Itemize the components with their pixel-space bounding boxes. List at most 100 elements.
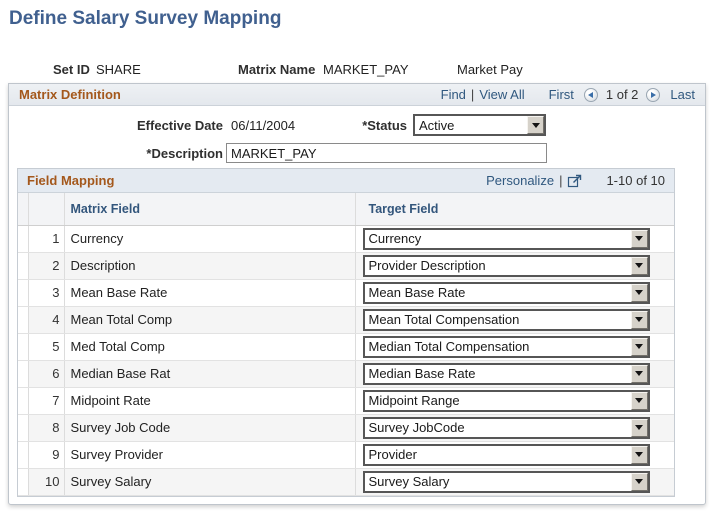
target-field-select[interactable]: Provider — [362, 443, 650, 466]
matrix-definition-groupbox: Matrix Definition Find | View All First … — [8, 83, 706, 505]
row-gutter — [18, 414, 29, 442]
find-link[interactable]: Find — [440, 87, 466, 102]
dropdown-button — [630, 472, 648, 491]
target-field-cell: Survey JobCode — [355, 414, 674, 442]
target-field-cell: Survey Salary — [355, 468, 674, 496]
dropdown-button — [630, 337, 648, 356]
row-gutter — [18, 225, 29, 253]
target-field-select[interactable]: Currency — [362, 227, 650, 250]
table-row: 6 Median Base Rat Median Base Rate — [18, 360, 674, 388]
row-gutter — [18, 306, 29, 334]
matrix-definition-header: Matrix Definition Find | View All First … — [9, 84, 705, 106]
row-number-header — [28, 193, 65, 226]
dropdown-arrow-icon — [635, 290, 643, 295]
target-field-cell: Provider Description — [355, 252, 674, 280]
popup-window-icon[interactable] — [567, 174, 582, 188]
first-link[interactable]: First — [548, 87, 574, 102]
status-value: Active — [419, 117, 455, 133]
dropdown-arrow-icon — [635, 263, 643, 268]
dropdown-button — [630, 445, 648, 464]
dropdown-arrow-icon — [635, 236, 643, 241]
key-fields-row: Set ID SHARE Matrix Name MARKET_PAY Mark… — [0, 62, 715, 78]
target-field-select[interactable]: Median Base Rate — [362, 362, 650, 385]
row-number: 5 — [28, 333, 65, 361]
view-all-link[interactable]: View All — [479, 87, 525, 102]
next-page-button[interactable] — [646, 87, 661, 102]
dropdown-button — [630, 391, 648, 410]
status-select[interactable]: Active — [413, 114, 546, 136]
table-row: 2 Description Provider Description — [18, 252, 674, 280]
dropdown-button — [630, 310, 648, 329]
field-mapping-header: Field Mapping Personalize | 1-10 — [18, 169, 674, 193]
setid-label: Set ID — [53, 62, 90, 77]
target-field-select[interactable]: Mean Total Compensation — [362, 308, 650, 331]
description-label: *Description — [146, 146, 223, 161]
target-field-value: Survey Salary — [368, 474, 450, 489]
dropdown-button — [630, 418, 648, 437]
matrix-field-cell: Description — [64, 252, 356, 280]
row-gutter — [18, 360, 29, 388]
matrix-field-cell: Currency — [64, 225, 356, 253]
row-number: 9 — [28, 441, 65, 469]
row-number: 4 — [28, 306, 65, 334]
matrix-field-cell: Survey Salary — [64, 468, 356, 496]
dropdown-arrow-icon — [635, 479, 643, 484]
target-field-select[interactable]: Provider Description — [362, 254, 650, 277]
description-input[interactable] — [226, 143, 547, 163]
matrix-field-cell: Med Total Comp — [64, 333, 356, 361]
page-title: Define Salary Survey Mapping — [9, 8, 282, 29]
grid-row-count: 1-10 of 10 — [606, 173, 665, 188]
target-field-value: Mean Total Compensation — [368, 312, 520, 327]
separator: | — [559, 173, 563, 188]
target-field-cell: Provider — [355, 441, 674, 469]
target-field-cell: Midpoint Range — [355, 387, 674, 415]
personalize-link[interactable]: Personalize — [486, 173, 555, 188]
target-field-value: Currency — [368, 231, 422, 246]
row-number: 6 — [28, 360, 65, 388]
row-gutter — [18, 387, 29, 415]
dropdown-arrow-icon — [635, 371, 643, 376]
target-field-value: Median Base Rate — [368, 366, 476, 381]
dropdown-button — [630, 283, 648, 302]
table-row: 8 Survey Job Code Survey JobCode — [18, 414, 674, 442]
table-header-row: Matrix Field Target Field — [18, 193, 674, 226]
target-field-cell: Mean Base Rate — [355, 279, 674, 307]
row-number: 8 — [28, 414, 65, 442]
target-field-value: Survey JobCode — [368, 420, 465, 435]
table-row: 10 Survey Salary Survey Salary — [18, 468, 674, 496]
next-arrow-icon — [651, 91, 657, 98]
target-field-value: Midpoint Range — [368, 393, 460, 408]
target-field-select[interactable]: Mean Base Rate — [362, 281, 650, 304]
target-field-value: Provider — [368, 447, 417, 462]
effective-date-value: 06/11/2004 — [231, 118, 296, 133]
target-field-select[interactable]: Survey Salary — [362, 470, 650, 493]
previous-page-button[interactable] — [583, 87, 598, 102]
target-field-select[interactable]: Midpoint Range — [362, 389, 650, 412]
last-link[interactable]: Last — [670, 87, 695, 102]
row-number: 7 — [28, 387, 65, 415]
target-field-select[interactable]: Median Total Compensation — [362, 335, 650, 358]
previous-arrow-icon — [587, 91, 593, 98]
table-body: 1 Currency Currency 2 Descrip — [18, 225, 674, 496]
target-field-column-header: Target Field — [355, 193, 674, 226]
matrix-name-label: Matrix Name — [238, 62, 316, 77]
effective-date-label: Effective Date — [137, 118, 223, 133]
matrix-name-description: Market Pay — [457, 62, 523, 77]
table-row: 3 Mean Base Rate Mean Base Rate — [18, 279, 674, 307]
matrix-field-cell: Median Base Rat — [64, 360, 356, 388]
dropdown-button — [527, 116, 544, 134]
matrix-field-cell: Midpoint Rate — [64, 387, 356, 415]
table-row: 5 Med Total Comp Median Total Compensati… — [18, 333, 674, 361]
row-number: 3 — [28, 279, 65, 307]
target-field-value: Median Total Compensation — [368, 339, 530, 354]
row-gutter — [18, 441, 29, 469]
dropdown-arrow-icon — [635, 452, 643, 457]
target-field-select[interactable]: Survey JobCode — [362, 416, 650, 439]
matrix-definition-title: Matrix Definition — [19, 87, 121, 102]
table-row: 1 Currency Currency — [18, 225, 674, 253]
status-label: *Status — [362, 118, 407, 133]
matrix-field-cell: Survey Provider — [64, 441, 356, 469]
table-row: 4 Mean Total Comp Mean Total Compensatio… — [18, 306, 674, 334]
row-gutter — [18, 468, 29, 496]
